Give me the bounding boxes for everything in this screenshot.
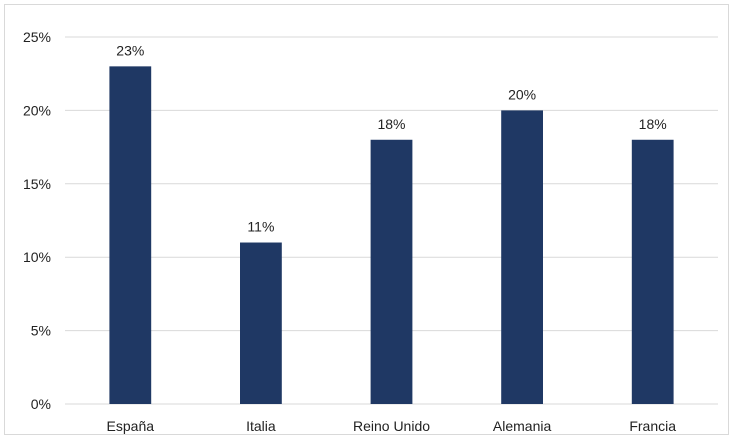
y-tick-label: 15% (23, 176, 51, 192)
y-tick-label: 25% (23, 29, 51, 45)
x-axis: España Italia Reino Unido Alemania Francia (107, 418, 677, 434)
y-tick-label: 10% (23, 249, 51, 265)
x-tick-label: Alemania (493, 418, 552, 434)
data-label: 18% (639, 116, 667, 132)
bars (109, 66, 674, 405)
y-axis: 0% 5% 10% 15% 20% 25% (23, 29, 51, 412)
x-tick-label: Italia (246, 418, 276, 434)
x-tick-label: Francia (629, 418, 676, 434)
data-label: 11% (247, 219, 274, 235)
bar-1 (240, 242, 282, 404)
data-label: 18% (377, 116, 405, 132)
bar-3 (501, 110, 543, 405)
gridlines (65, 36, 718, 405)
bar-2 (370, 139, 413, 404)
bar-4 (631, 139, 674, 404)
data-label: 23% (116, 42, 144, 58)
y-tick-label: 0% (31, 396, 51, 412)
data-label: 20% (508, 86, 536, 102)
x-tick-label: Reino Unido (353, 418, 430, 434)
data-labels: 23% 11% 18% 20% 18% (116, 42, 666, 234)
y-tick-label: 5% (31, 323, 51, 339)
y-tick-label: 20% (23, 102, 51, 118)
x-tick-label: España (107, 418, 155, 434)
bar-0 (109, 66, 152, 405)
